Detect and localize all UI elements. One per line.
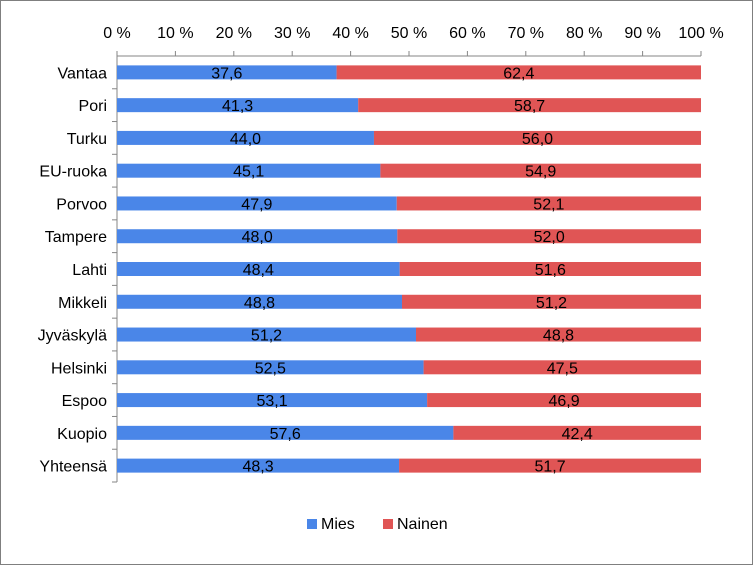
x-tick-label: 10 % <box>157 25 193 42</box>
legend-label: Nainen <box>397 516 448 533</box>
bar-segment <box>117 65 337 80</box>
bar-segment <box>117 196 397 211</box>
category-label: Tampere <box>45 229 107 246</box>
data-label: 48,4 <box>243 262 274 279</box>
bar-segment <box>117 130 374 145</box>
category-label: Jyväskylä <box>38 328 107 345</box>
category-label: Lahti <box>72 262 107 279</box>
x-tick-label: 40 % <box>332 25 368 42</box>
category-label: EU-ruoka <box>39 164 107 181</box>
category-label: Espoo <box>62 393 107 410</box>
x-tick-label: 100 % <box>678 25 723 42</box>
data-label: 52,5 <box>255 360 286 377</box>
category-label: Pori <box>79 98 107 115</box>
data-label: 53,1 <box>256 393 287 410</box>
bar-segment <box>416 327 701 342</box>
bar-segment <box>399 262 701 276</box>
data-label: 51,2 <box>251 328 282 345</box>
bar-segment <box>336 65 701 80</box>
legend-label: Mies <box>321 516 355 533</box>
bar-segment <box>117 360 424 375</box>
data-label: 46,9 <box>548 393 579 410</box>
data-label: 47,5 <box>547 360 578 377</box>
category-label: Mikkeli <box>58 295 107 312</box>
category-label: Yhteensä <box>39 459 107 476</box>
bar-segment <box>117 425 454 440</box>
data-label: 51,6 <box>535 262 566 279</box>
data-label: 45,1 <box>233 164 264 181</box>
legend-swatch <box>307 519 317 529</box>
data-label: 48,3 <box>242 459 273 476</box>
category-label: Turku <box>67 131 107 148</box>
x-tick-label: 0 % <box>103 25 131 42</box>
x-tick-label: 30 % <box>274 25 310 42</box>
category-label: Helsinki <box>51 360 107 377</box>
data-label: 48,8 <box>543 328 574 345</box>
legend-swatch <box>383 519 393 529</box>
data-label: 47,9 <box>241 196 272 213</box>
bar-segment <box>453 425 701 440</box>
data-label: 62,4 <box>503 65 534 82</box>
x-tick-label: 50 % <box>391 25 427 42</box>
category-label: Porvoo <box>56 196 107 213</box>
category-label: Kuopio <box>57 426 107 443</box>
data-label: 58,7 <box>514 98 545 115</box>
bar-segment <box>401 294 701 309</box>
bar-segment <box>117 327 417 342</box>
bar-segment <box>423 360 701 375</box>
bar-segment <box>117 163 381 178</box>
bar-segment <box>117 393 428 408</box>
x-tick-label: 20 % <box>216 25 252 42</box>
data-label: 42,4 <box>562 426 593 443</box>
bar-segment <box>396 196 701 211</box>
bar-segment <box>358 98 701 113</box>
data-label: 48,8 <box>244 295 275 312</box>
data-label: 44,0 <box>230 131 261 148</box>
data-label: 51,2 <box>536 295 567 312</box>
data-label: 41,3 <box>222 98 253 115</box>
bar-segment <box>117 229 398 244</box>
bar-segment <box>399 458 701 473</box>
data-label: 57,6 <box>270 426 301 443</box>
bar-segment <box>117 262 400 276</box>
data-label: 52,1 <box>533 196 564 213</box>
x-tick-label: 90 % <box>624 25 660 42</box>
data-label: 52,0 <box>534 229 565 246</box>
bar-segment <box>117 458 400 473</box>
x-tick-label: 80 % <box>566 25 602 42</box>
bar-segment <box>427 393 701 408</box>
bar-segment <box>397 229 701 244</box>
x-tick-label: 70 % <box>508 25 544 42</box>
data-label: 48,0 <box>242 229 273 246</box>
bar-segment <box>380 163 701 178</box>
data-label: 54,9 <box>525 164 556 181</box>
category-label: Vantaa <box>57 65 107 82</box>
data-label: 56,0 <box>522 131 553 148</box>
bar-segment <box>117 98 359 113</box>
data-label: 51,7 <box>534 459 565 476</box>
data-label: 37,6 <box>211 65 242 82</box>
bar-segment <box>373 130 701 145</box>
bar-segment <box>117 294 402 309</box>
x-tick-label: 60 % <box>449 25 485 42</box>
